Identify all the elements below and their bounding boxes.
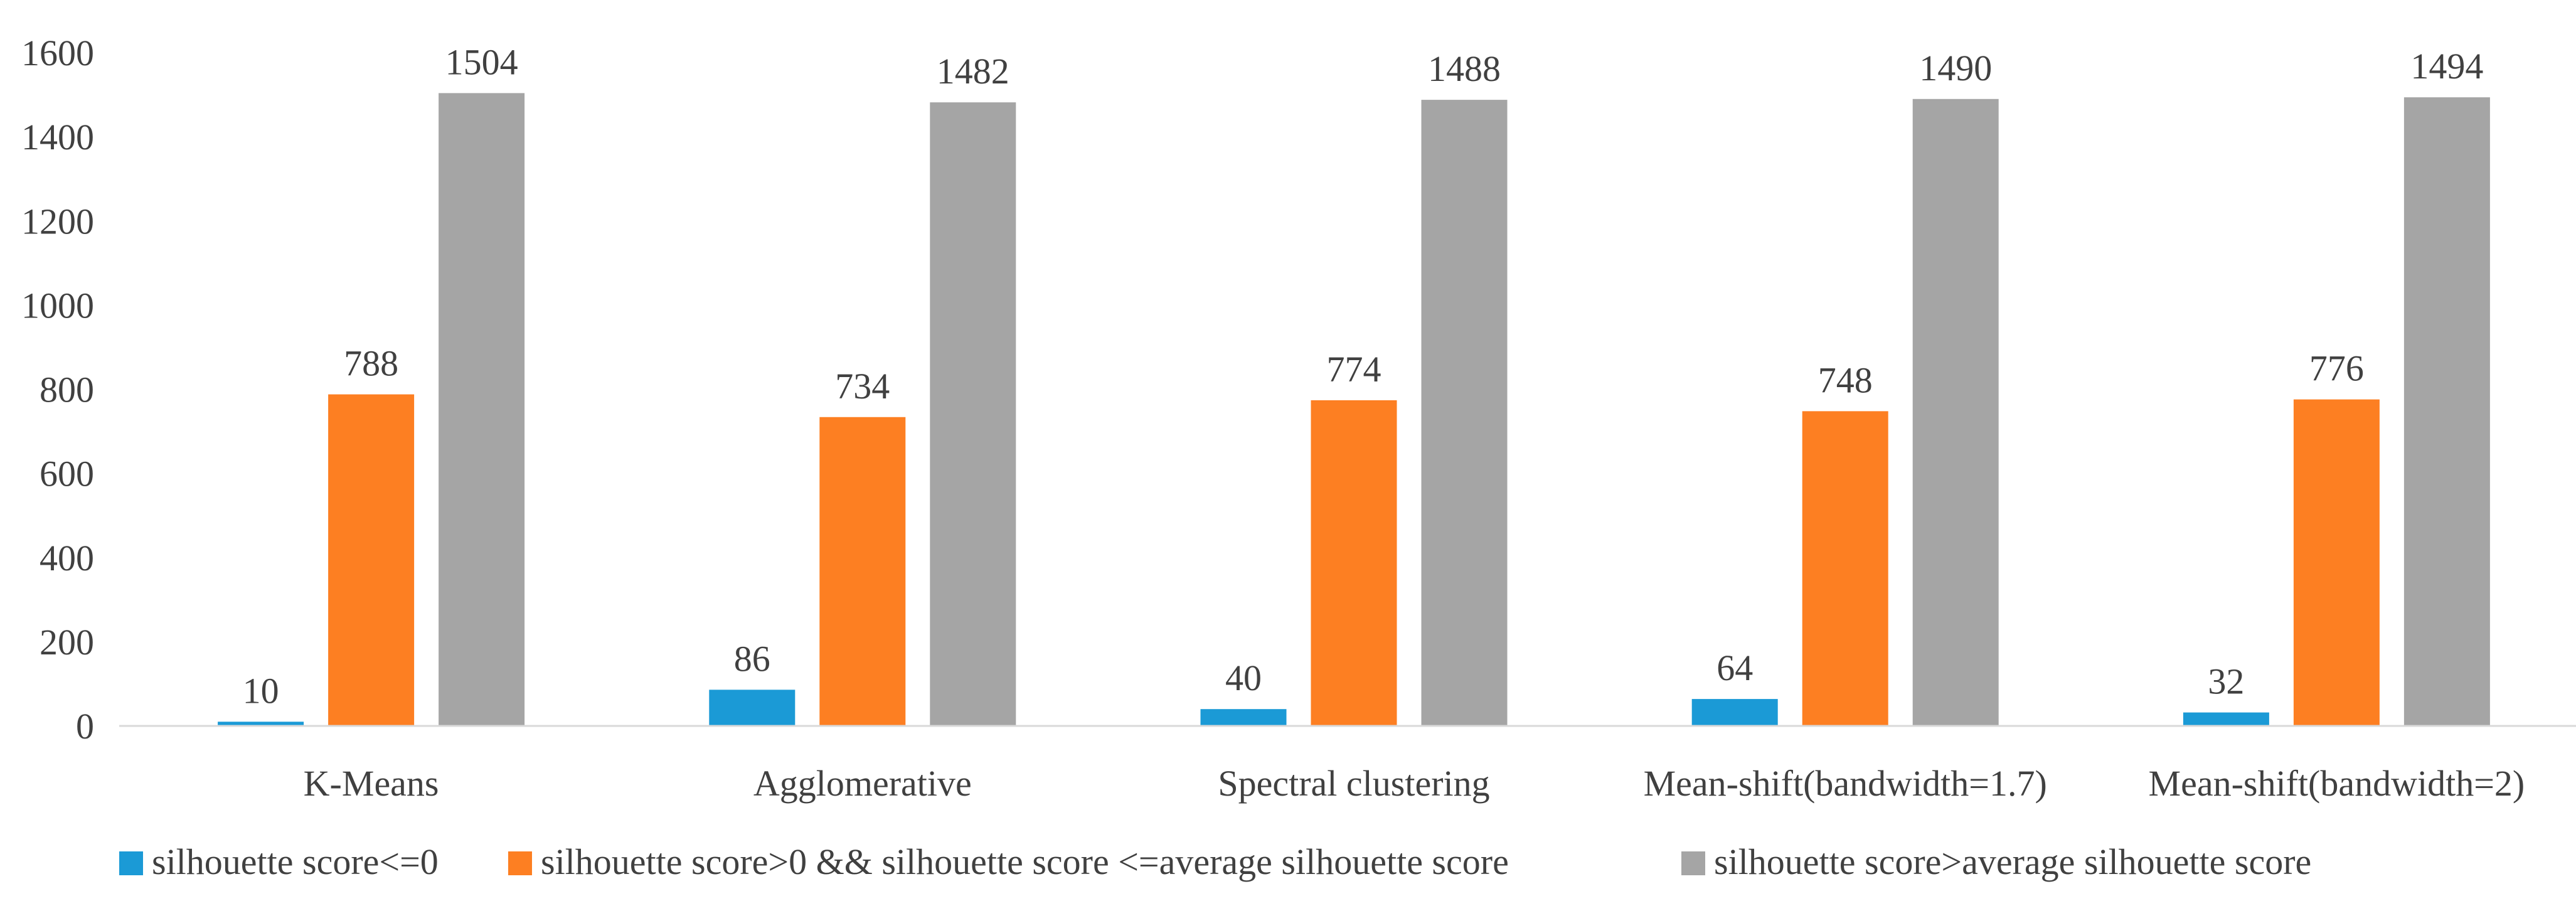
bar: [328, 394, 415, 726]
bar: [1802, 411, 1888, 726]
x-tick-label: Mean-shift(bandwidth=1.7): [1644, 763, 2047, 804]
bar: [819, 417, 906, 726]
bar: [709, 690, 796, 726]
legend-swatch: [1681, 851, 1705, 875]
data-label: 1488: [1428, 48, 1501, 89]
y-tick-label: 600: [40, 454, 94, 494]
bar: [2293, 399, 2380, 726]
y-tick-label: 1600: [21, 33, 94, 73]
data-label: 86: [734, 638, 770, 679]
legend: silhouette score<=0 silhouette score>0 &&…: [119, 841, 2311, 882]
x-tick-label: Spectral clustering: [1218, 763, 1489, 804]
legend-swatch: [508, 851, 532, 875]
x-axis: K-Means Agglomerative Spectral clustering M…: [304, 763, 2525, 804]
data-label: 40: [1225, 658, 1262, 698]
data-label: 10: [243, 670, 279, 711]
data-label: 734: [835, 366, 890, 407]
bar: [1691, 699, 1778, 726]
y-tick-label: 0: [76, 706, 94, 747]
data-label: 32: [2208, 661, 2244, 702]
data-label: 774: [1327, 349, 1381, 390]
bar: [439, 93, 525, 726]
bar: [1421, 100, 1508, 727]
bar: [2183, 712, 2269, 726]
y-tick-label: 200: [40, 622, 94, 663]
bar: [1912, 99, 1999, 727]
data-label: 748: [1818, 360, 1873, 400]
bar: [930, 102, 1016, 727]
plot-area: 10 788 1504 86 734 1482 40 774 1488 64 748 1490 32 77…: [218, 41, 2490, 727]
y-axis: 0 200 400 600 800 1000 1200 1400 1600: [21, 33, 94, 747]
y-tick-label: 1000: [21, 285, 94, 326]
legend-label: silhouette score>average silhouette scor…: [1714, 841, 2311, 882]
data-label: 1504: [445, 41, 518, 82]
bar: [1311, 400, 1397, 726]
data-label: 788: [344, 343, 398, 384]
data-label: 1494: [2410, 46, 2483, 87]
x-tick-label: Agglomerative: [753, 763, 972, 804]
data-label: 64: [1716, 648, 1753, 688]
data-label: 776: [2309, 348, 2364, 389]
y-tick-label: 1200: [21, 201, 94, 242]
x-tick-label: K-Means: [304, 763, 439, 804]
y-tick-label: 800: [40, 370, 94, 410]
data-label: 1490: [1919, 48, 1992, 88]
bar: [2403, 97, 2490, 726]
bar: [218, 722, 304, 726]
y-tick-label: 1400: [21, 117, 94, 157]
data-label: 1482: [937, 51, 1009, 92]
y-tick-label: 400: [40, 538, 94, 578]
legend-label: silhouette score<=0: [152, 841, 439, 882]
legend-label: silhouette score>0 && silhouette score <…: [541, 841, 1509, 882]
bar: [1200, 709, 1287, 726]
legend-swatch: [119, 851, 143, 875]
x-tick-label: Mean-shift(bandwidth=2): [2149, 763, 2525, 804]
